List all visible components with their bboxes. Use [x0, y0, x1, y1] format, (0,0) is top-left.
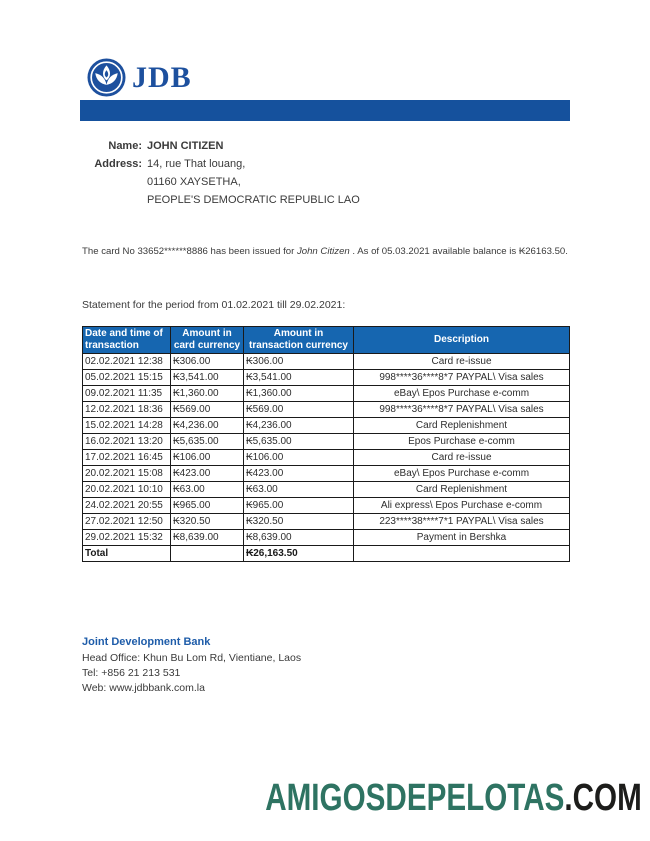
table-row: 24.02.2021 20:55 ₭965.00 ₭965.00 Ali expres…	[82, 497, 570, 514]
cell-amount-transaction: ₭3,541.00	[243, 369, 354, 386]
cell-datetime: 29.02.2021 15:32	[82, 529, 171, 546]
table-row: 15.02.2021 14:28 ₭4,236.00 ₭4,236.00 Card R…	[82, 417, 570, 434]
cell-amount-transaction: ₭1,360.00	[243, 385, 354, 402]
table-row: 09.02.2021 11:35 ₭1,360.00 ₭1,360.00 eBay\ …	[82, 385, 570, 402]
table-row: 29.02.2021 15:32 ₭8,639.00 ₭8,639.00 Paymen…	[82, 529, 570, 546]
total-label: Total	[82, 545, 171, 562]
cell-amount-transaction: ₭4,236.00	[243, 417, 354, 434]
table-row: 20.02.2021 10:10 ₭63.00 ₭63.00 Card Repleni…	[82, 481, 570, 498]
cell-datetime: 15.02.2021 14:28	[82, 417, 171, 434]
statement-period: Statement for the period from 01.02.2021…	[82, 299, 346, 311]
card-holder-name: John Citizen	[296, 246, 350, 257]
table-row: 27.02.2021 12:50 ₭320.50 ₭320.50 223****38*…	[82, 513, 570, 530]
cell-amount-card: ₭306.00	[170, 353, 244, 370]
address-line: PEOPLE'S DEMOCRATIC REPUBLIC LAO	[147, 194, 360, 206]
header-amount-transaction: Amount in transaction currency	[243, 326, 354, 354]
table-header: Date and time of transaction Amount in c…	[82, 326, 570, 354]
total-empty-cell	[170, 545, 244, 562]
cell-amount-card: ₭4,236.00	[170, 417, 244, 434]
card-notice-suffix: . As of 05.03.2021 available balance is …	[349, 246, 568, 257]
cell-datetime: 02.02.2021 12:38	[82, 353, 171, 370]
cell-description: Card Replenishment	[353, 481, 570, 498]
header-date-time: Date and time of transaction	[82, 326, 171, 354]
total-empty-cell	[353, 545, 570, 562]
cell-datetime: 27.02.2021 12:50	[82, 513, 171, 530]
cell-description: Card Replenishment	[353, 417, 570, 434]
table-row: 12.02.2021 18:36 ₭569.00 ₭569.00 998****36*…	[82, 401, 570, 418]
address-label: Address:	[94, 158, 142, 170]
cell-description: Epos Purchase e-comm	[353, 433, 570, 450]
address-line: 01160 XAYSETHA,	[147, 176, 241, 188]
transactions-body: 02.02.2021 12:38 ₭306.00 ₭306.00 Card re-is…	[82, 353, 570, 546]
bank-logo-text: JDB	[132, 60, 192, 94]
customer-block: Name: JOHN CITIZEN Address: 14, rue That…	[80, 137, 360, 209]
cell-datetime: 24.02.2021 20:55	[82, 497, 171, 514]
table-row: 20.02.2021 15:08 ₭423.00 ₭423.00 eBay\ Epos…	[82, 465, 570, 482]
table-row: 02.02.2021 12:38 ₭306.00 ₭306.00 Card re-is…	[82, 353, 570, 370]
cell-amount-card: ₭1,360.00	[170, 385, 244, 402]
table-row: 16.02.2021 13:20 ₭5,635.00 ₭5,635.00 Epos P…	[82, 433, 570, 450]
cell-amount-transaction: ₭106.00	[243, 449, 354, 466]
address-line: 14, rue That louang,	[147, 158, 246, 170]
card-notice: The card No 33652******8886 has been iss…	[82, 246, 587, 257]
watermark-main: AMIGOSDEPELOTAS	[265, 777, 565, 819]
cell-amount-card: ₭5,635.00	[170, 433, 244, 450]
total-value: ₭26,163.50	[243, 545, 354, 562]
cell-amount-transaction: ₭5,635.00	[243, 433, 354, 450]
table-row: 05.02.2021 15:15 ₭3,541.00 ₭3,541.00 998***…	[82, 369, 570, 386]
cell-description: eBay\ Epos Purchase e-comm	[353, 385, 570, 402]
cell-amount-transaction: ₭569.00	[243, 401, 354, 418]
cell-amount-transaction: ₭965.00	[243, 497, 354, 514]
cell-description: eBay\ Epos Purchase e-comm	[353, 465, 570, 482]
table-row: 17.02.2021 16:45 ₭106.00 ₭106.00 Card re-is…	[82, 449, 570, 466]
cell-description: Ali express\ Epos Purchase e-comm	[353, 497, 570, 514]
cell-amount-card: ₭320.50	[170, 513, 244, 530]
cell-datetime: 12.02.2021 18:36	[82, 401, 171, 418]
watermark-suffix: .COM	[564, 777, 642, 819]
cell-datetime: 20.02.2021 10:10	[82, 481, 171, 498]
footer-head-office: Head Office: Khun Bu Lom Rd, Vientiane, …	[82, 652, 302, 664]
header-amount-card: Amount in card currency	[170, 326, 244, 354]
header-description: Description	[353, 326, 570, 354]
transactions-table: Date and time of transaction Amount in c…	[82, 326, 570, 562]
bank-logo: JDB	[87, 58, 192, 97]
total-row: Total ₭26,163.50	[82, 545, 570, 562]
cell-amount-transaction: ₭306.00	[243, 353, 354, 370]
footer-tel: Tel: +856 21 213 531	[82, 667, 181, 679]
cell-description: 998****36****8*7 PAYPAL\ Visa sales	[353, 401, 570, 418]
cell-description: Card re-issue	[353, 353, 570, 370]
cell-amount-transaction: ₭8,639.00	[243, 529, 354, 546]
cell-amount-transaction: ₭320.50	[243, 513, 354, 530]
lotus-icon	[87, 58, 126, 97]
cell-description: Payment in Bershka	[353, 529, 570, 546]
watermark: AMIGOSDEPELOTAS.COM	[265, 776, 642, 820]
cell-datetime: 05.02.2021 15:15	[82, 369, 171, 386]
cell-amount-card: ₭569.00	[170, 401, 244, 418]
cell-datetime: 17.02.2021 16:45	[82, 449, 171, 466]
footer-bank-name: Joint Development Bank	[82, 636, 211, 648]
cell-amount-card: ₭423.00	[170, 465, 244, 482]
cell-amount-transaction: ₭63.00	[243, 481, 354, 498]
cell-amount-card: ₭8,639.00	[170, 529, 244, 546]
cell-datetime: 09.02.2021 11:35	[82, 385, 171, 402]
cell-description: 223****38****7*1 PAYPAL\ Visa sales	[353, 513, 570, 530]
customer-name: JOHN CITIZEN	[147, 140, 224, 152]
cell-datetime: 16.02.2021 13:20	[82, 433, 171, 450]
bank-footer: Joint Development Bank Head Office: Khun…	[82, 635, 301, 696]
cell-amount-card: ₭965.00	[170, 497, 244, 514]
header-bar	[80, 100, 570, 121]
cell-amount-card: ₭106.00	[170, 449, 244, 466]
card-notice-prefix: The card No 33652******8886 has been iss…	[82, 246, 297, 257]
cell-amount-card: ₭63.00	[170, 481, 244, 498]
cell-datetime: 20.02.2021 15:08	[82, 465, 171, 482]
cell-amount-card: ₭3,541.00	[170, 369, 244, 386]
footer-web: Web: www.jdbbank.com.la	[82, 682, 205, 694]
cell-amount-transaction: ₭423.00	[243, 465, 354, 482]
cell-description: Card re-issue	[353, 449, 570, 466]
name-label: Name:	[108, 140, 142, 152]
cell-description: 998****36****8*7 PAYPAL\ Visa sales	[353, 369, 570, 386]
